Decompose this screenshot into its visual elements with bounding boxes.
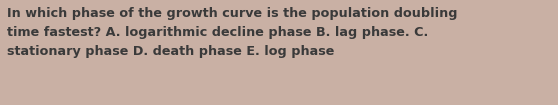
Text: In which phase of the growth curve is the population doubling
time fastest? A. l: In which phase of the growth curve is th… bbox=[7, 7, 458, 58]
